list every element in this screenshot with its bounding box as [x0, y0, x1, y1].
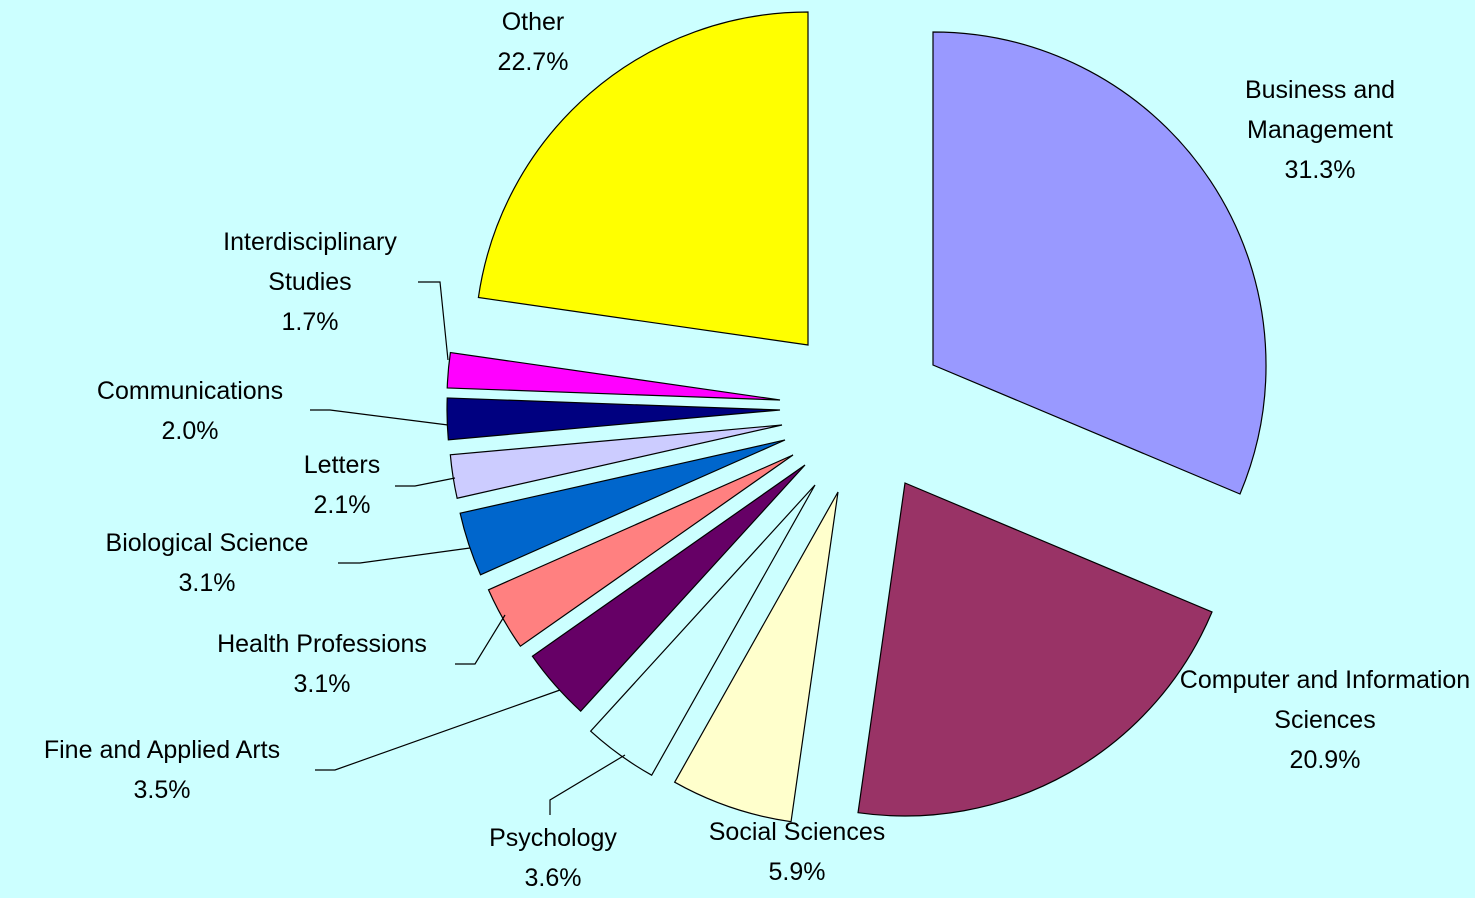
value-label: 31.3%: [1284, 156, 1356, 184]
value-label: 5.9%: [768, 858, 826, 886]
value-label: 1.7%: [281, 308, 339, 336]
value-label: 2.1%: [313, 491, 371, 519]
pie-slice: [673, 491, 839, 823]
slice-label: Letters 2.1%: [262, 445, 422, 525]
category-name: Business and Management: [1244, 76, 1396, 144]
slice-label: Business and Management 31.3%: [1210, 70, 1430, 190]
slice-label: Health Professions 3.1%: [182, 624, 462, 704]
slice-label: Biological Science 3.1%: [67, 523, 347, 603]
leader-line: [395, 477, 456, 487]
category-name: Computer and Information Sciences: [1179, 666, 1471, 734]
pie-slice: [446, 351, 781, 401]
leader-line: [455, 614, 506, 665]
category-name: Social Sciences: [708, 818, 886, 846]
slice-label: Fine and Applied Arts 3.5%: [2, 730, 322, 810]
leader-line: [418, 281, 449, 361]
category-name: Biological Science: [105, 529, 309, 557]
slice-label: Psychology 3.6%: [453, 818, 653, 898]
slice-label: Communications 2.0%: [60, 371, 320, 451]
category-name: Other: [501, 8, 565, 36]
pie-slice: [932, 31, 1267, 495]
slice-label: Computer and Information Sciences 20.9%: [1175, 660, 1475, 780]
category-name: Communications: [96, 377, 284, 405]
leader-line: [338, 547, 471, 564]
pie-slice: [857, 482, 1213, 817]
value-label: 3.1%: [293, 670, 351, 698]
pie-slice: [446, 397, 781, 441]
leader-line: [310, 409, 449, 426]
pie-slice: [449, 424, 783, 499]
pie-slice: [589, 484, 816, 777]
slice-label: Interdisciplinary Studies 1.7%: [190, 222, 430, 342]
category-name: Interdisciplinary Studies: [223, 228, 397, 296]
pie-slice: [477, 11, 809, 346]
pie-slice: [459, 439, 786, 576]
category-name: Health Professions: [217, 630, 427, 658]
leader-line: [315, 689, 561, 771]
value-label: 2.0%: [161, 417, 219, 445]
value-label: 3.6%: [524, 864, 582, 892]
slice-label: Other 22.7%: [453, 2, 613, 82]
category-name: Letters: [303, 451, 381, 479]
category-name: Psychology: [489, 824, 617, 852]
category-name: Fine and Applied Arts: [43, 736, 281, 764]
slice-label: Social Sciences 5.9%: [667, 812, 927, 892]
value-label: 3.5%: [133, 776, 191, 804]
value-label: 22.7%: [497, 48, 569, 76]
pie-slice: [531, 464, 806, 712]
value-label: 20.9%: [1289, 746, 1361, 774]
value-label: 3.1%: [178, 569, 236, 597]
leader-line: [549, 754, 626, 815]
